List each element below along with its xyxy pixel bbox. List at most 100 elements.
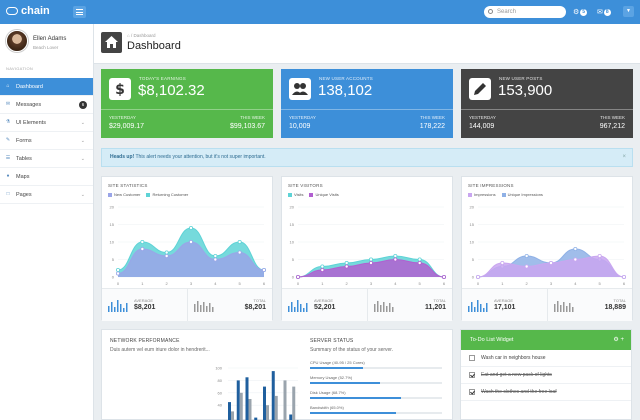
stat-label: AVERAGE bbox=[134, 298, 154, 303]
data-point bbox=[320, 268, 325, 273]
todo-header: To-Do List Widget ⚙ + bbox=[461, 330, 631, 350]
x-tick-label: 1 bbox=[501, 281, 504, 286]
data-point bbox=[320, 264, 325, 269]
mini-bar-chart bbox=[374, 301, 394, 312]
todo-text: Wash the clothes and the free loaf bbox=[481, 389, 557, 395]
y-tick-label: 5 bbox=[292, 257, 295, 262]
todo-item[interactable]: Wash car in neighbors house bbox=[461, 350, 631, 367]
chevron-down-icon: ⌄ bbox=[80, 120, 85, 126]
progress-fill bbox=[310, 412, 396, 414]
area-chart: 0 5 10 15 20 0 1 2 3 4 5 6 bbox=[470, 205, 626, 286]
chart-legend: Impressions Unique Impressions bbox=[468, 192, 543, 197]
breadcrumb: ⌂ / Dashboard bbox=[127, 33, 156, 38]
messages-count-badge: 6 bbox=[79, 101, 87, 109]
alert-strong: Heads up! bbox=[110, 154, 135, 160]
notifications-button[interactable]: ⚙ 5 bbox=[573, 7, 591, 17]
x-tick-label: 3 bbox=[190, 281, 193, 286]
mini-bar-chart bbox=[468, 300, 488, 312]
bell-icon: ⚙ bbox=[573, 9, 580, 16]
sidebar-item-dashboard[interactable]: ⌂ Dashboard bbox=[0, 78, 93, 96]
stat-label: TOTAL bbox=[253, 298, 266, 303]
sidebar-item-maps[interactable]: ● Maps bbox=[0, 168, 93, 186]
page-home-icon-box bbox=[101, 32, 122, 53]
x-tick-label: 1 bbox=[321, 281, 324, 286]
y-tick-label: 0 bbox=[292, 275, 295, 280]
sidebar-item-forms[interactable]: ✎ Forms ⌄ bbox=[0, 132, 93, 150]
server-row-label: Bandwidth (65.0%) bbox=[310, 405, 344, 410]
bar bbox=[228, 402, 231, 420]
progress-track bbox=[310, 412, 442, 414]
x-tick-label: 2 bbox=[526, 281, 529, 286]
data-point bbox=[189, 240, 194, 245]
bar bbox=[271, 371, 275, 420]
table-icon: ☰ bbox=[5, 155, 11, 161]
legend-item: Returning Customer bbox=[146, 192, 188, 197]
data-point bbox=[140, 240, 145, 245]
sidebar-item-label: UI Elements bbox=[16, 119, 46, 126]
server-row-label: Memory Usage (52.7%) bbox=[310, 375, 353, 380]
y-tick-label: 0 bbox=[472, 275, 475, 280]
average-stat: AVERAGE $8,201 bbox=[102, 289, 187, 321]
todo-item[interactable]: Eat and get a new pack of lights bbox=[461, 367, 631, 384]
add-icon[interactable]: + bbox=[620, 337, 624, 343]
y-tick-label: 5 bbox=[112, 257, 115, 262]
legend-item: Unique Visits bbox=[309, 192, 339, 197]
menu-toggle-button[interactable] bbox=[73, 6, 86, 18]
messages-button[interactable]: ✉ 8 bbox=[597, 7, 615, 17]
search-input[interactable]: Search bbox=[484, 6, 566, 18]
yesterday-value: 144,009 bbox=[469, 123, 495, 130]
todo-checkbox[interactable] bbox=[469, 355, 475, 361]
legend-item: Impressions bbox=[468, 192, 496, 197]
search-placeholder: Search bbox=[497, 9, 517, 15]
app-logo[interactable]: chain bbox=[6, 5, 50, 17]
data-point bbox=[393, 257, 398, 262]
x-tick-label: 5 bbox=[599, 281, 602, 286]
sidebar-item-label: Forms bbox=[16, 137, 32, 144]
data-point bbox=[115, 271, 120, 276]
stat-value: 11,201 bbox=[424, 304, 446, 311]
data-point bbox=[417, 261, 422, 266]
week-label: THIS WEEK bbox=[600, 115, 625, 120]
home-icon[interactable]: ⌂ bbox=[127, 33, 130, 38]
data-point bbox=[369, 257, 374, 262]
bar bbox=[263, 386, 266, 420]
data-point bbox=[115, 268, 120, 273]
sidebar-item-tables[interactable]: ☰ Tables ⌄ bbox=[0, 150, 93, 168]
bar bbox=[236, 380, 240, 420]
messages-badge: 8 bbox=[603, 8, 611, 16]
bar-chart: 40 60 80 100 bbox=[215, 366, 298, 420]
settings-icon[interactable]: ⚙ bbox=[613, 337, 619, 343]
info-alert: Heads up! This alert needs your attentio… bbox=[101, 148, 633, 167]
x-tick-label: 5 bbox=[419, 281, 422, 286]
x-tick-label: 0 bbox=[477, 281, 480, 286]
card-label: NEW USER POSTS bbox=[499, 76, 543, 81]
data-point bbox=[164, 254, 169, 259]
todo-checkbox[interactable] bbox=[469, 389, 475, 395]
stat-label: TOTAL bbox=[613, 298, 626, 303]
x-tick-label: 6 bbox=[263, 281, 266, 286]
user-menu-caret[interactable]: ▼ bbox=[623, 6, 634, 17]
x-tick-label: 6 bbox=[623, 281, 626, 286]
week-label: THIS WEEK bbox=[420, 115, 445, 120]
y-tick-label: 15 bbox=[110, 222, 115, 227]
page-title: Dashboard bbox=[127, 40, 181, 52]
sidebar-item-pages[interactable]: □ Pages ⌄ bbox=[0, 186, 93, 204]
stat-value: $8,201 bbox=[134, 304, 156, 311]
data-point bbox=[140, 247, 145, 252]
pencil-icon bbox=[469, 78, 491, 100]
x-tick-label: 0 bbox=[117, 281, 120, 286]
todo-item[interactable]: Wash the clothes and the free loaf bbox=[461, 384, 631, 401]
yesterday-label: YESTERDAY bbox=[289, 115, 316, 120]
sidebar-item-ui-elements[interactable]: ⚗ UI Elements ⌄ bbox=[0, 114, 93, 132]
bar bbox=[245, 377, 249, 420]
stat-value: 17,101 bbox=[494, 304, 516, 311]
week-value: $99,103.67 bbox=[229, 123, 265, 130]
server-row-cpu: CPU Usage (40-95 / 25 Cores) bbox=[310, 360, 442, 372]
todo-checkbox[interactable] bbox=[469, 372, 475, 378]
x-tick-label: 4 bbox=[394, 281, 397, 286]
average-stat: AVERAGE 17,101 bbox=[462, 289, 547, 321]
sidebar-item-messages[interactable]: ✉ Messages 6 bbox=[0, 96, 93, 114]
server-row-disk: Disk Usage (68.7%) bbox=[310, 390, 442, 402]
close-icon[interactable]: × bbox=[622, 154, 626, 160]
series-area bbox=[478, 256, 624, 277]
